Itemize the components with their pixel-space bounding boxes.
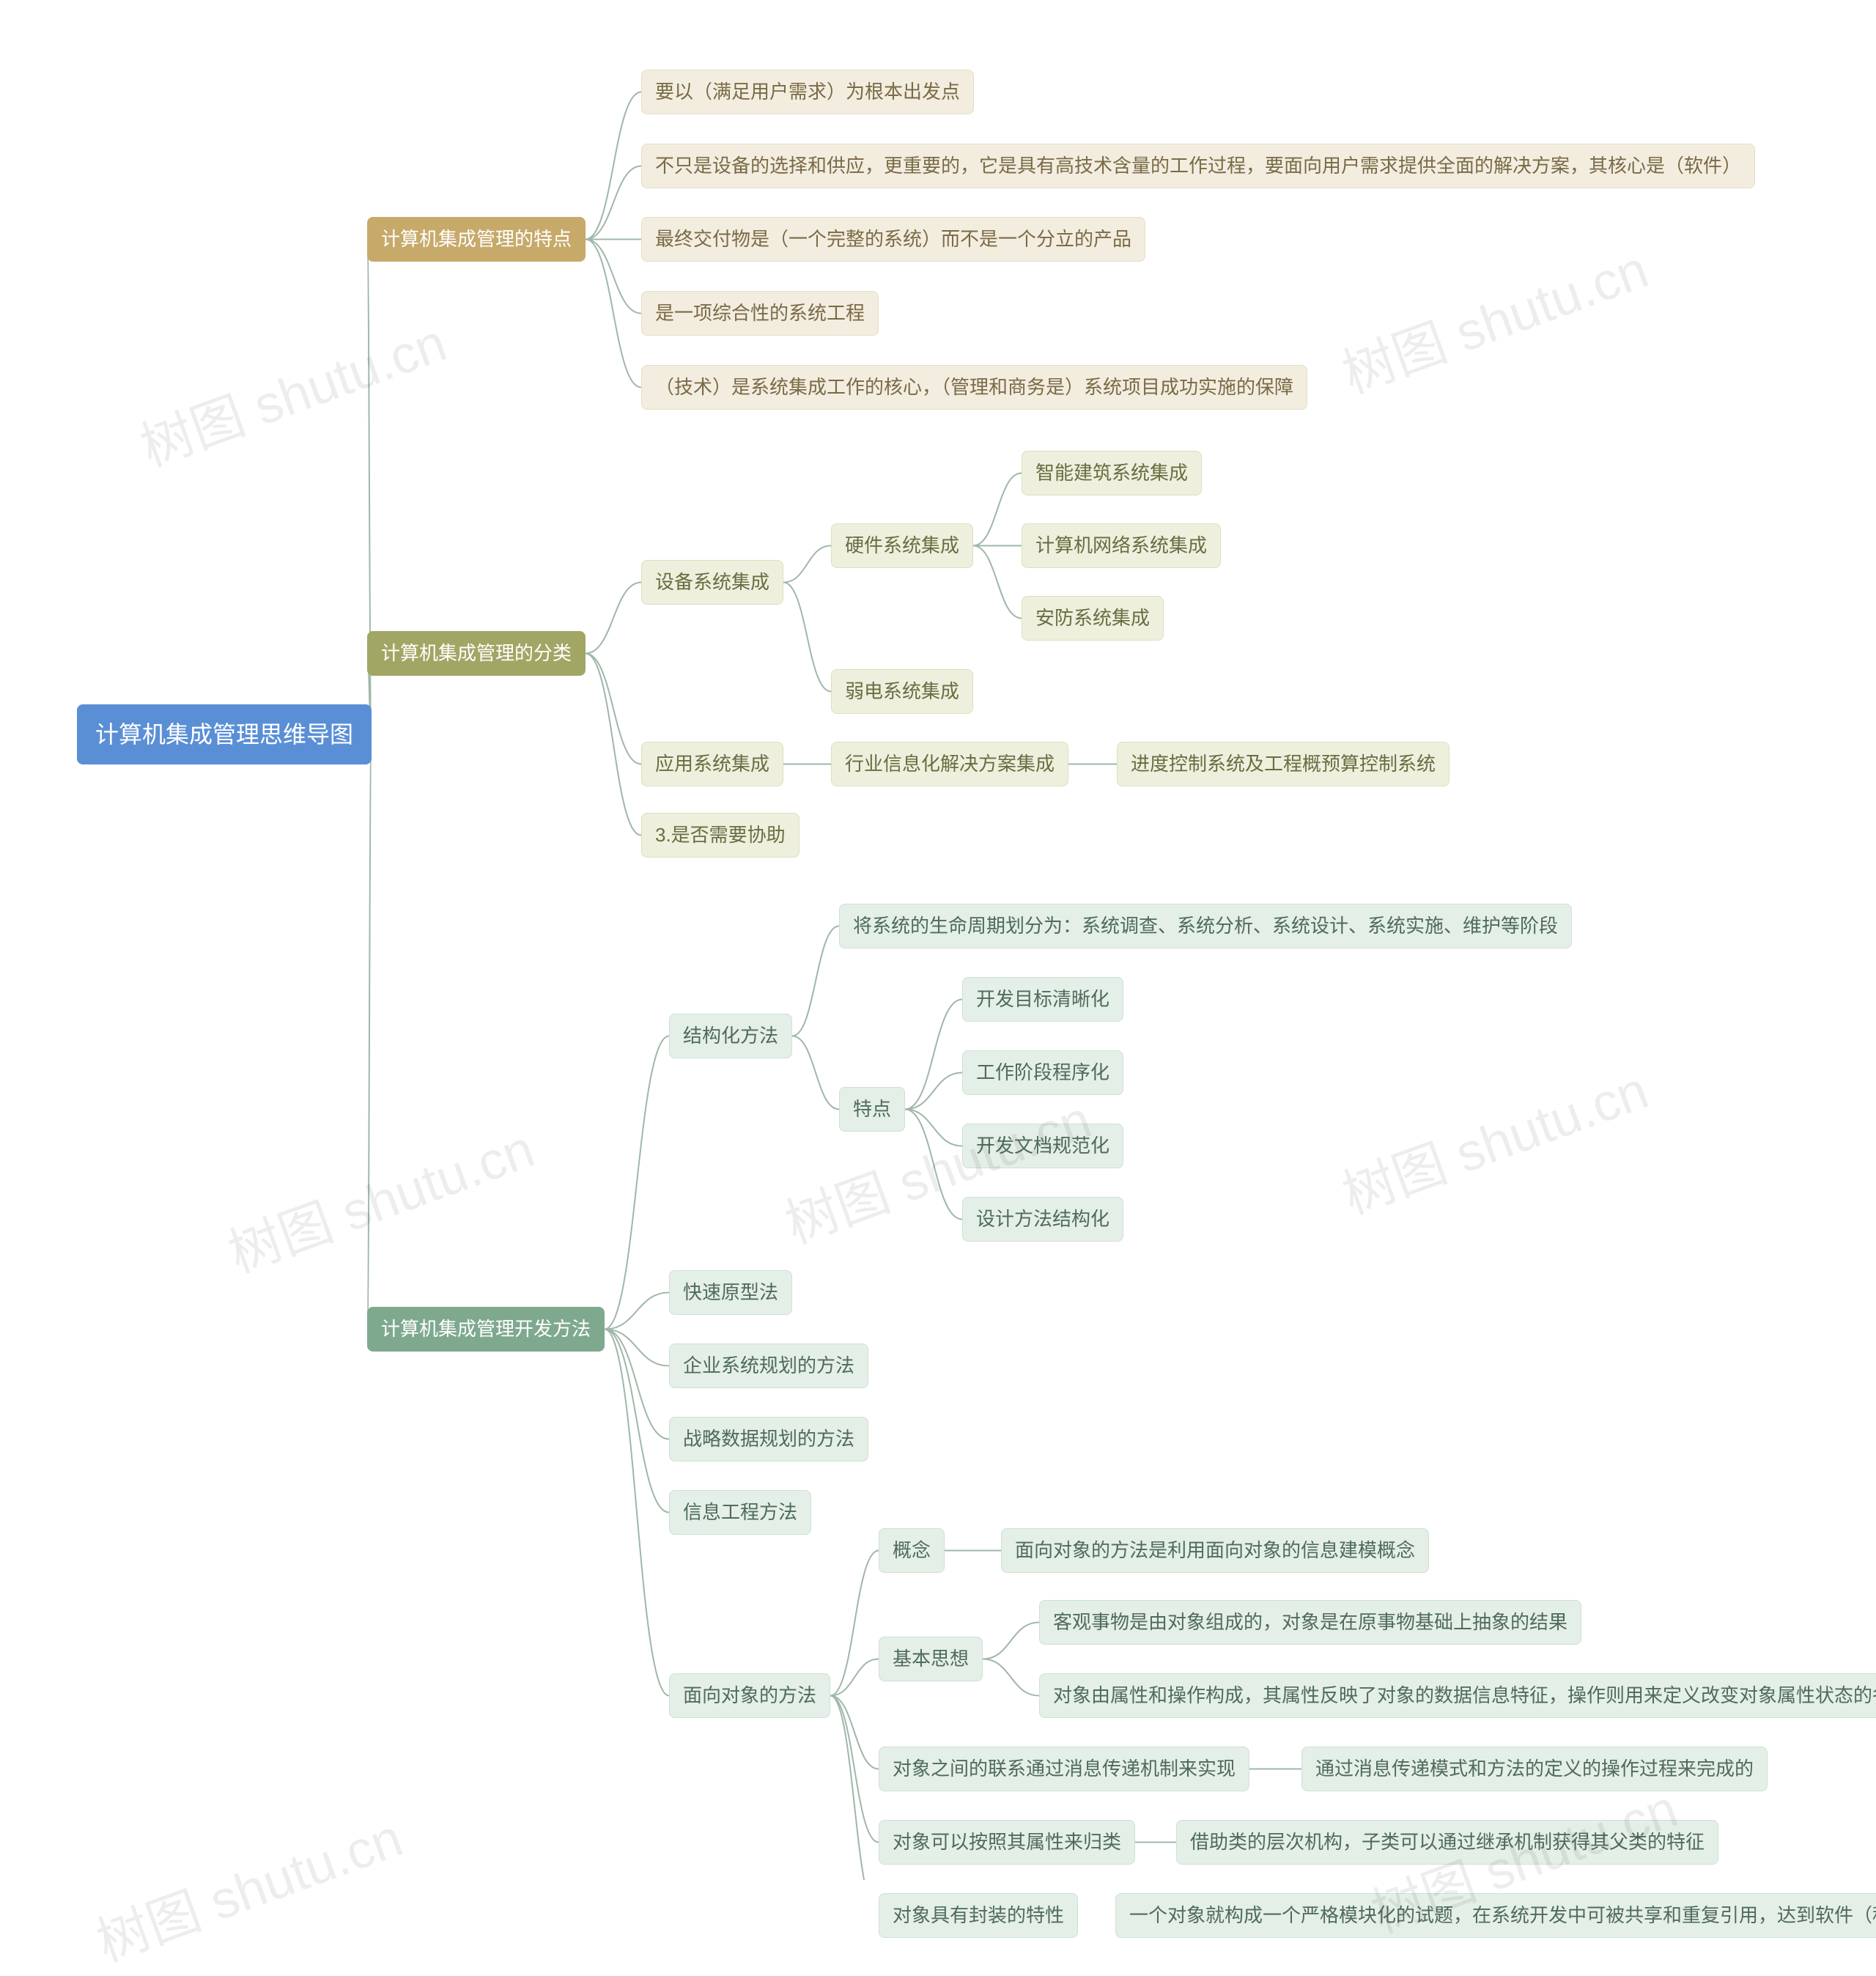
node-label: 对象之间的联系通过消息传递机制来实现	[893, 1758, 1236, 1780]
node-label: 计算机集成管理的分类	[381, 642, 572, 664]
mindmap-node: 借助类的层次机构，子类可以通过继承机制获得其父类的特征	[1176, 1820, 1718, 1865]
node-label: 安防系统集成	[1035, 607, 1150, 629]
node-label: 信息工程方法	[683, 1501, 797, 1523]
mindmap-node: 战略数据规划的方法	[669, 1417, 868, 1461]
node-label: 战略数据规划的方法	[683, 1428, 854, 1450]
node-label: 计算机集成管理思维导图	[95, 721, 353, 748]
node-label: 是一项综合性的系统工程	[655, 302, 865, 324]
mindmap-node: （技术）是系统集成工作的核心，（管理和商务是）系统项目成功实施的保障	[641, 365, 1307, 410]
node-label: 硬件系统集成	[845, 534, 959, 556]
mindmap-node: 特点	[839, 1087, 905, 1132]
node-label: 弱电系统集成	[845, 680, 959, 702]
mindmap-node: 是一项综合性的系统工程	[641, 291, 879, 336]
node-label: 特点	[853, 1098, 891, 1120]
mindmap-node: 应用系统集成	[641, 742, 783, 786]
node-label: 进度控制系统及工程概预算控制系统	[1131, 753, 1436, 775]
mindmap-node: 面向对象的方法是利用面向对象的信息建模概念	[1001, 1528, 1429, 1573]
node-label: 计算机集成管理开发方法	[381, 1318, 591, 1340]
node-label: 设计方法结构化	[976, 1208, 1109, 1230]
node-label: 设备系统集成	[655, 571, 769, 593]
node-label: 对象由属性和操作构成，其属性反映了对象的数据信息特征，操作则用来定义改变对象属性…	[1053, 1684, 1876, 1706]
mindmap-node: 对象具有封装的特性	[879, 1893, 1078, 1938]
mindmap-node: 企业系统规划的方法	[669, 1343, 868, 1388]
mindmap-node: 计算机集成管理的分类	[367, 631, 586, 676]
mindmap-node: 工作阶段程序化	[962, 1050, 1123, 1095]
node-label: 对象可以按照其属性来归类	[893, 1831, 1121, 1853]
mindmap-node: 开发文档规范化	[962, 1124, 1123, 1168]
mindmap-node: 一个对象就构成一个严格模块化的试题，在系统开发中可被共享和重复引用，达到软件（程…	[1115, 1893, 1876, 1938]
node-label: 要以（满足用户需求）为根本出发点	[655, 81, 960, 103]
mindmap-node: 计算机集成管理开发方法	[367, 1307, 605, 1352]
node-label: 结构化方法	[683, 1025, 778, 1047]
mindmap-node: 设计方法结构化	[962, 1197, 1123, 1242]
mindmap-node: 安防系统集成	[1022, 596, 1164, 641]
node-label: 工作阶段程序化	[976, 1061, 1109, 1083]
mindmap-node: 进度控制系统及工程概预算控制系统	[1117, 742, 1450, 786]
node-label: 行业信息化解决方案集成	[845, 753, 1055, 775]
node-label: 一个对象就构成一个严格模块化的试题，在系统开发中可被共享和重复引用，达到软件（程…	[1129, 1904, 1876, 1926]
node-label: 计算机网络系统集成	[1035, 534, 1207, 556]
node-label: 开发文档规范化	[976, 1135, 1109, 1157]
node-label: 将系统的生命周期划分为：系统调查、系统分析、系统设计、系统实施、维护等阶段	[853, 915, 1558, 937]
node-label: 智能建筑系统集成	[1035, 462, 1188, 484]
node-label: 对象具有封装的特性	[893, 1904, 1064, 1926]
node-label: 开发目标清晰化	[976, 988, 1109, 1010]
mindmap-node: 对象之间的联系通过消息传递机制来实现	[879, 1747, 1249, 1791]
node-label: 计算机集成管理的特点	[381, 228, 572, 250]
node-label: 基本思想	[893, 1648, 969, 1670]
mindmap-node: 计算机网络系统集成	[1022, 523, 1221, 568]
mindmap-node: 智能建筑系统集成	[1022, 451, 1202, 495]
node-label: （技术）是系统集成工作的核心，（管理和商务是）系统项目成功实施的保障	[655, 376, 1293, 398]
mindmap-node: 通过消息传递模式和方法的定义的操作过程来完成的	[1301, 1747, 1768, 1791]
mindmap-node: 面向对象的方法	[669, 1673, 830, 1718]
mindmap-node: 客观事物是由对象组成的，对象是在原事物基础上抽象的结果	[1039, 1600, 1581, 1645]
node-label: 应用系统集成	[655, 753, 769, 775]
node-label: 快速原型法	[683, 1281, 778, 1303]
mindmap-node: 信息工程方法	[669, 1490, 811, 1535]
mindmap-node: 最终交付物是（一个完整的系统）而不是一个分立的产品	[641, 217, 1145, 262]
node-label: 通过消息传递模式和方法的定义的操作过程来完成的	[1315, 1758, 1754, 1780]
mindmap-node: 快速原型法	[669, 1270, 792, 1315]
node-label: 面向对象的方法	[683, 1684, 816, 1706]
mindmap-node: 概念	[879, 1528, 945, 1573]
mindmap-node: 硬件系统集成	[831, 523, 973, 568]
node-label: 概念	[893, 1539, 931, 1561]
mindmap-node: 基本思想	[879, 1637, 983, 1681]
node-label: 最终交付物是（一个完整的系统）而不是一个分立的产品	[655, 228, 1131, 250]
node-label: 3.是否需要协助	[655, 824, 786, 846]
mindmap-node: 不只是设备的选择和供应，更重要的，它是具有高技术含量的工作过程，要面向用户需求提…	[641, 144, 1755, 188]
mindmap-node: 弱电系统集成	[831, 669, 973, 714]
node-label: 面向对象的方法是利用面向对象的信息建模概念	[1015, 1539, 1415, 1561]
mindmap-node: 开发目标清晰化	[962, 977, 1123, 1022]
mindmap-node: 计算机集成管理思维导图	[77, 704, 372, 764]
mindmap-node: 设备系统集成	[641, 560, 783, 605]
mindmap-node: 要以（满足用户需求）为根本出发点	[641, 70, 974, 114]
node-label: 客观事物是由对象组成的，对象是在原事物基础上抽象的结果	[1053, 1611, 1567, 1633]
mindmap-node: 3.是否需要协助	[641, 813, 799, 858]
node-label: 不只是设备的选择和供应，更重要的，它是具有高技术含量的工作过程，要面向用户需求提…	[655, 155, 1741, 177]
mindmap-node: 对象可以按照其属性来归类	[879, 1820, 1135, 1865]
node-label: 企业系统规划的方法	[683, 1354, 854, 1376]
mindmap-node: 将系统的生命周期划分为：系统调查、系统分析、系统设计、系统实施、维护等阶段	[839, 904, 1572, 948]
mindmap-node: 行业信息化解决方案集成	[831, 742, 1068, 786]
node-label: 借助类的层次机构，子类可以通过继承机制获得其父类的特征	[1190, 1831, 1705, 1853]
mindmap-node: 对象由属性和操作构成，其属性反映了对象的数据信息特征，操作则用来定义改变对象属性…	[1039, 1673, 1876, 1718]
mindmap-node: 结构化方法	[669, 1014, 792, 1058]
mindmap-container: 计算机集成管理思维导图 计算机集成管理的特点 要以（满足用户需求）为根本出发点不只是…	[0, 0, 1876, 1880]
mindmap-node: 计算机集成管理的特点	[367, 217, 586, 262]
